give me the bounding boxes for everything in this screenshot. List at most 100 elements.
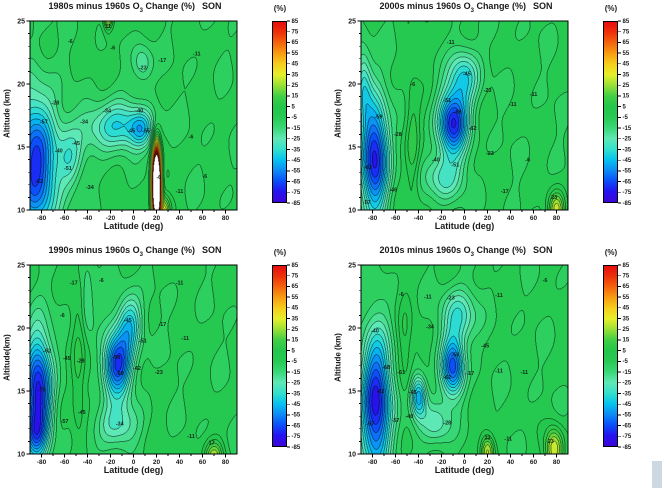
x-axis-label: Latitude (deg): [434, 465, 495, 475]
colorbar-unit-label: (%): [273, 248, 287, 257]
colorbar-tick-label: 55: [623, 51, 630, 57]
colorbar-tick-label: -45: [623, 158, 632, 164]
colorbar-tick-label: 25: [623, 327, 630, 333]
colorbar-tick-label: -45: [292, 158, 301, 164]
panel-title: 1990s minus 1960s O3 Change (%) SON: [15, 245, 255, 258]
colorbar-tick-label: -85: [292, 445, 301, 451]
colorbar-tick-label: 15: [292, 94, 299, 100]
ozone-subscript: 3: [470, 7, 474, 14]
y-axis-label: Altitude (km): [333, 89, 343, 138]
season-label: SON: [201, 245, 222, 255]
colorbar-tick-label: 45: [292, 306, 299, 312]
colorbar-tick-label: -45: [623, 402, 632, 408]
panel-title: 2010s minus 1960s O3 Change (%) SON: [346, 245, 586, 258]
colorbar-tick-label: 85: [623, 19, 630, 25]
y-tick-label: 10: [17, 451, 25, 458]
y-tick-label: 25: [348, 18, 356, 25]
panel-1990s: 1990s minus 1960s O3 Change (%) SON Altit…: [0, 244, 331, 488]
colorbar-gradient: [272, 265, 287, 447]
y-tick-label: 15: [17, 144, 25, 151]
colorbar-tick-label: 65: [292, 284, 299, 290]
screen-edge-artifact: [652, 461, 662, 488]
colorbar-gradient: [603, 265, 618, 447]
colorbar-tick-label: -15: [292, 370, 301, 376]
panel-2000s: 2000s minus 1960s O3 Change (%) SON Altit…: [331, 0, 662, 244]
colorbar-tick-label: 5: [292, 348, 296, 354]
panel-title-suffix: Change (%): [142, 1, 195, 11]
colorbar-tick-label: -5: [292, 115, 298, 121]
colorbar-tick-label: -55: [623, 413, 632, 419]
panel-title-text: 2000s minus 1960s O: [379, 1, 471, 11]
x-axis-label: Latitude (deg): [434, 221, 495, 231]
colorbar-tick-label: 15: [292, 338, 299, 344]
colorbar-tick-label: 5: [623, 348, 627, 354]
colorbar-tick-label: -5: [623, 115, 629, 121]
colorbar-tick-label: -15: [623, 370, 632, 376]
panel-title: 1980s minus 1960s O3 Change (%) SON: [15, 1, 255, 14]
y-tick-label: 10: [17, 207, 25, 214]
colorbar-tick-label: -25: [292, 381, 301, 387]
colorbar-gradient: [603, 21, 618, 203]
colorbar-tick-label: 35: [623, 316, 630, 322]
colorbar-tick-label: 5: [292, 104, 296, 110]
colorbar-unit-label: (%): [604, 4, 618, 13]
contour-plot-canvas: [30, 265, 237, 454]
colorbar-tick-label: -65: [623, 179, 632, 185]
panel-2010s: 2010s minus 1960s O3 Change (%) SON Altit…: [331, 244, 662, 488]
x-axis-label: Latitude (deg): [103, 221, 164, 231]
ozone-subscript: 3: [139, 251, 143, 258]
colorbar-tick-label: 55: [623, 295, 630, 301]
colorbar-tick-label: 5: [623, 104, 627, 110]
colorbar-tick-label: 85: [292, 19, 299, 25]
panel-title-text: 2010s minus 1960s O: [379, 245, 471, 255]
y-tick-label: 15: [348, 144, 356, 151]
colorbar-tick-label: 85: [623, 263, 630, 269]
colorbar-tick-label: -25: [623, 137, 632, 143]
x-axis-label: Latitude (deg): [103, 465, 164, 475]
colorbar-tick-label: 25: [292, 327, 299, 333]
colorbar-tick-label: -75: [623, 434, 632, 440]
colorbar-tick-label: 15: [623, 94, 630, 100]
colorbar-tick-label: 65: [292, 40, 299, 46]
colorbar-tick-label: 35: [292, 72, 299, 78]
colorbar-tick-label: 35: [623, 72, 630, 78]
y-tick-label: 20: [17, 81, 25, 88]
contour-plot-canvas: [361, 21, 568, 210]
colorbar-tick-label: 45: [292, 62, 299, 68]
colorbar-tick-label: -15: [623, 126, 632, 132]
colorbar-tick-label: -75: [623, 190, 632, 196]
colorbar-tick-label: 45: [623, 62, 630, 68]
colorbar-tick-label: 75: [623, 274, 630, 280]
colorbar-tick-label: 55: [292, 295, 299, 301]
season-label: SON: [532, 1, 553, 11]
colorbar-tick-label: 45: [623, 306, 630, 312]
colorbar-tick-label: 25: [292, 83, 299, 89]
colorbar-tick-label: -55: [623, 169, 632, 175]
season-label: SON: [201, 1, 222, 11]
colorbar-tick-label: -25: [292, 137, 301, 143]
y-tick-label: 15: [348, 388, 356, 395]
y-tick-label: 10: [348, 451, 356, 458]
colorbar-tick-label: 65: [623, 40, 630, 46]
colorbar-tick-label: -75: [292, 434, 301, 440]
colorbar-tick-label: 65: [623, 284, 630, 290]
colorbar-tick-label: 75: [292, 274, 299, 280]
colorbar-tick-label: -55: [292, 169, 301, 175]
panel-1980s: 1980s minus 1960s O3 Change (%) SON Altit…: [0, 0, 331, 244]
y-tick-label: 25: [17, 262, 25, 269]
colorbar-tick-label: -85: [292, 201, 301, 207]
colorbar-unit-label: (%): [604, 248, 618, 257]
colorbar-tick-label: 85: [292, 263, 299, 269]
colorbar-tick-label: -25: [623, 381, 632, 387]
colorbar-tick-label: -15: [292, 126, 301, 132]
panel-title-suffix: Change (%): [142, 245, 195, 255]
y-tick-label: 15: [17, 388, 25, 395]
colorbar-tick-label: -65: [292, 179, 301, 185]
season-label: SON: [532, 245, 553, 255]
colorbar-tick-label: 75: [292, 30, 299, 36]
colorbar-tick-label: 55: [292, 51, 299, 57]
panel-title-suffix: Change (%): [473, 245, 526, 255]
colorbar-tick-label: -85: [623, 445, 632, 451]
colorbar-tick-label: 15: [623, 338, 630, 344]
